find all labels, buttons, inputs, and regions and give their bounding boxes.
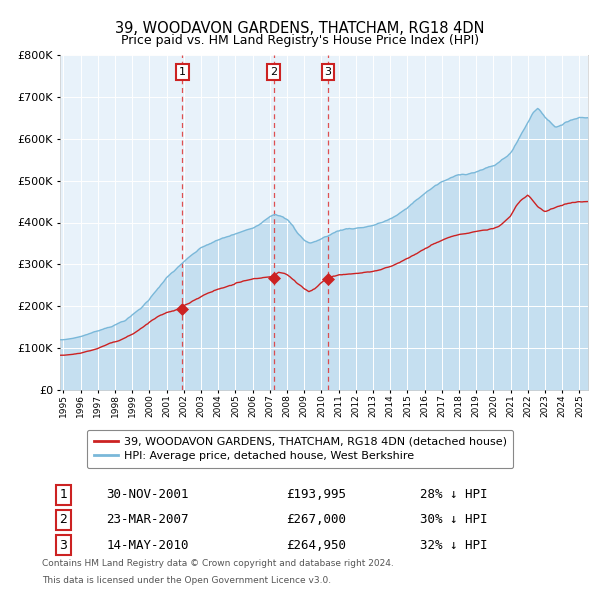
- Text: £264,950: £264,950: [287, 539, 347, 552]
- Text: 3: 3: [324, 67, 331, 77]
- Text: 23-MAR-2007: 23-MAR-2007: [106, 513, 189, 526]
- Text: £193,995: £193,995: [287, 489, 347, 502]
- Text: 30-NOV-2001: 30-NOV-2001: [106, 489, 189, 502]
- Text: Contains HM Land Registry data © Crown copyright and database right 2024.: Contains HM Land Registry data © Crown c…: [42, 559, 394, 568]
- Text: 2: 2: [59, 513, 67, 526]
- Text: 14-MAY-2010: 14-MAY-2010: [106, 539, 189, 552]
- Text: 39, WOODAVON GARDENS, THATCHAM, RG18 4DN: 39, WOODAVON GARDENS, THATCHAM, RG18 4DN: [115, 21, 485, 35]
- Text: Price paid vs. HM Land Registry's House Price Index (HPI): Price paid vs. HM Land Registry's House …: [121, 34, 479, 47]
- Text: 3: 3: [59, 539, 67, 552]
- Text: 28% ↓ HPI: 28% ↓ HPI: [420, 489, 488, 502]
- Text: This data is licensed under the Open Government Licence v3.0.: This data is licensed under the Open Gov…: [42, 576, 331, 585]
- Text: 30% ↓ HPI: 30% ↓ HPI: [420, 513, 488, 526]
- Text: 1: 1: [179, 67, 186, 77]
- Text: £267,000: £267,000: [287, 513, 347, 526]
- Text: 32% ↓ HPI: 32% ↓ HPI: [420, 539, 488, 552]
- Text: 1: 1: [59, 489, 67, 502]
- Text: 2: 2: [270, 67, 277, 77]
- Legend: 39, WOODAVON GARDENS, THATCHAM, RG18 4DN (detached house), HPI: Average price, d: 39, WOODAVON GARDENS, THATCHAM, RG18 4DN…: [87, 430, 513, 468]
